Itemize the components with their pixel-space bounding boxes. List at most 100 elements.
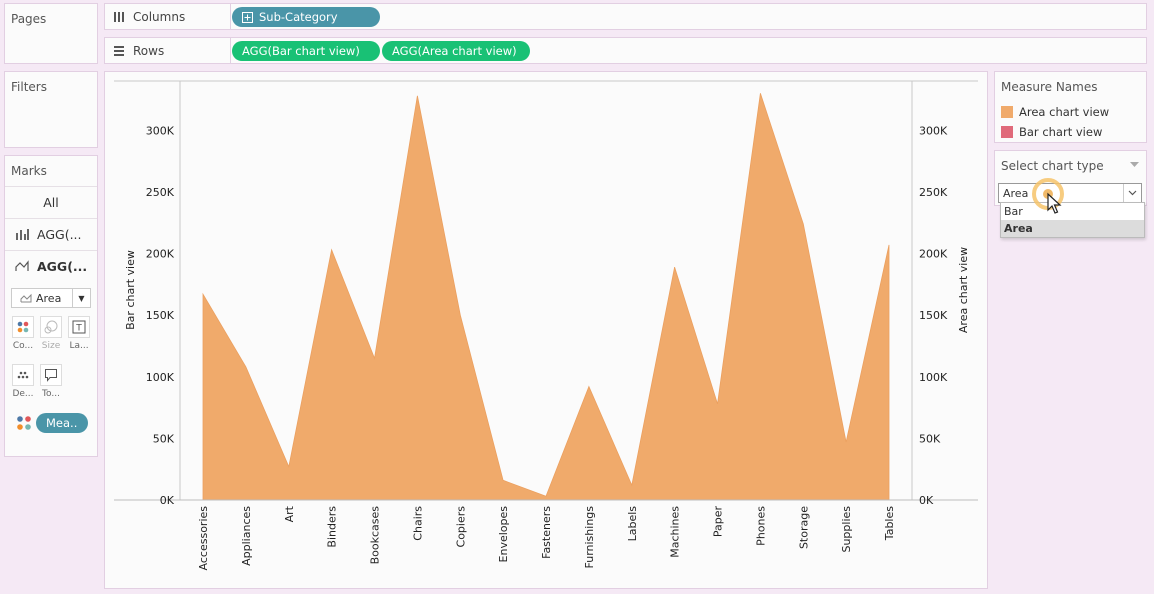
color-icon <box>17 321 29 333</box>
columns-shelf-label: Columns <box>105 4 231 29</box>
color-button[interactable]: Co... <box>11 316 35 351</box>
x-category-label: Bookcases <box>369 506 382 565</box>
plus-box-icon <box>242 11 253 23</box>
option-area[interactable]: Area <box>1001 220 1144 237</box>
mark-type-dropdown[interactable]: Area ▼ <box>11 288 91 308</box>
x-category-label: Appliances <box>240 506 253 566</box>
right-y-ticks: 0K 50K 100K 150K 200K 250K 300K <box>919 124 948 507</box>
rows-shelf-label: Rows <box>105 38 231 63</box>
left-y-tick-label: 300K <box>146 124 175 137</box>
area-mark-icon <box>20 293 32 303</box>
chevron-down-icon[interactable]: ▼ <box>72 289 90 307</box>
rows-icon <box>114 45 124 56</box>
sub-category-pill-label: Sub-Category <box>259 10 338 24</box>
detail-button[interactable]: De... <box>11 364 35 399</box>
x-category-label: Chairs <box>411 506 424 541</box>
sub-category-pill[interactable]: Sub-Category <box>232 7 380 27</box>
x-category-ticks: Accessories Appliances Art Binders Bookcases… <box>197 505 896 570</box>
x-category-label: Paper <box>712 506 725 538</box>
left-y-ticks: 0K 50K 100K 150K 200K 250K 300K <box>146 124 175 507</box>
legend-panel: Measure Names Area chart view Bar chart … <box>994 71 1147 143</box>
x-category-label: Binders <box>326 506 339 548</box>
mouse-pointer-icon <box>1047 192 1062 214</box>
chevron-down-icon[interactable] <box>1123 184 1141 202</box>
cursor-highlight <box>1032 178 1064 214</box>
rows-shelf[interactable]: Rows AGG(Bar chart view) AGG(Area chart … <box>104 37 1147 64</box>
x-category-label: Tables <box>883 506 896 541</box>
marks-all-tab[interactable]: All <box>5 186 97 217</box>
tooltip-icon <box>45 369 57 382</box>
marks-title: Marks <box>11 164 47 178</box>
legend-title: Measure Names <box>1001 80 1098 94</box>
left-y-tick-label: 0K <box>160 494 175 507</box>
x-category-label: Machines <box>669 506 682 558</box>
measure-names-pill-label: Mea.. <box>46 416 78 430</box>
legend-label-area: Area chart view <box>1019 105 1110 119</box>
right-y-tick-label: 200K <box>919 248 948 261</box>
left-y-tick-label: 200K <box>146 248 175 261</box>
x-category-label: Copiers <box>454 506 467 548</box>
measure-names-pill[interactable]: Mea.. <box>36 413 88 433</box>
tooltip-button-label: To... <box>42 389 60 399</box>
marks-layer-bar[interactable]: AGG(... <box>5 218 97 249</box>
size-button-label: Size <box>41 341 61 351</box>
x-category-label: Storage <box>797 506 810 549</box>
size-icon <box>44 320 58 334</box>
x-category-label: Phones <box>754 506 767 546</box>
right-y-tick-label: 50K <box>919 432 941 445</box>
chart-panel <box>104 71 988 589</box>
right-y-tick-label: 100K <box>919 371 948 384</box>
filters-title: Filters <box>11 80 47 94</box>
marks-layer-bar-label: AGG(... <box>37 226 82 242</box>
mark-type-value: Area <box>36 291 62 305</box>
left-y-tick-label: 100K <box>146 371 175 384</box>
legend-swatch-area <box>1001 106 1013 118</box>
pages-panel[interactable]: Pages <box>4 3 98 64</box>
size-button[interactable]: Size <box>39 316 63 351</box>
marks-layer-area[interactable]: AGG(... <box>5 250 97 281</box>
legend-item-bar-chart-view[interactable]: Bar chart view <box>1001 125 1102 139</box>
bar-chart-icon <box>16 229 29 240</box>
marks-panel: Marks All AGG(... AGG(... Area ▼ Co... S… <box>4 155 98 457</box>
left-y-tick-label: 50K <box>153 432 175 445</box>
columns-icon <box>114 11 124 22</box>
filters-panel[interactable]: Filters <box>4 71 98 148</box>
x-category-label: Fasteners <box>540 506 553 559</box>
tooltip-button[interactable]: To... <box>39 364 63 399</box>
legend-item-area-chart-view[interactable]: Area chart view <box>1001 105 1109 119</box>
area-series-area-chart-view[interactable] <box>202 93 890 501</box>
pages-title: Pages <box>11 12 47 26</box>
detail-icon <box>17 371 29 379</box>
left-y-tick-label: 250K <box>146 186 175 199</box>
legend-label-bar: Bar chart view <box>1019 125 1103 139</box>
x-category-label: Labels <box>626 506 639 542</box>
left-axis-title: Bar chart view <box>124 250 137 330</box>
right-axis-title: Area chart view <box>957 247 970 333</box>
left-y-tick-label: 150K <box>146 309 175 322</box>
x-category-label: Envelopes <box>497 506 510 563</box>
option-bar[interactable]: Bar <box>1004 205 1023 218</box>
chart-type-select-value: Area <box>1003 186 1029 200</box>
svg-text:T: T <box>75 324 82 334</box>
columns-shelf[interactable]: Columns Sub-Category <box>104 3 1147 30</box>
right-y-tick-label: 250K <box>919 186 948 199</box>
area-chart-view-pill-label: AGG(Area chart view) <box>392 44 517 58</box>
bar-chart-view-pill-label: AGG(Bar chart view) <box>242 44 360 58</box>
parameter-menu-caret-icon <box>1130 162 1139 167</box>
columns-label-text: Columns <box>133 9 186 24</box>
right-y-tick-label: 300K <box>919 124 948 137</box>
x-category-label: Supplies <box>840 506 853 553</box>
legend-swatch-bar <box>1001 126 1013 138</box>
x-category-label: Art <box>283 505 296 522</box>
marks-layer-area-label: AGG(... <box>37 258 88 274</box>
area-chart-icon <box>15 260 29 271</box>
bar-chart-view-pill[interactable]: AGG(Bar chart view) <box>232 41 380 61</box>
rows-label-text: Rows <box>133 43 165 58</box>
label-icon: T <box>72 320 86 334</box>
area-chart-view-pill[interactable]: AGG(Area chart view) <box>382 41 530 61</box>
detail-button-label: De... <box>12 389 34 399</box>
x-category-label: Accessories <box>197 506 210 571</box>
label-button[interactable]: T La... <box>67 316 91 351</box>
label-button-label: La... <box>69 341 89 351</box>
